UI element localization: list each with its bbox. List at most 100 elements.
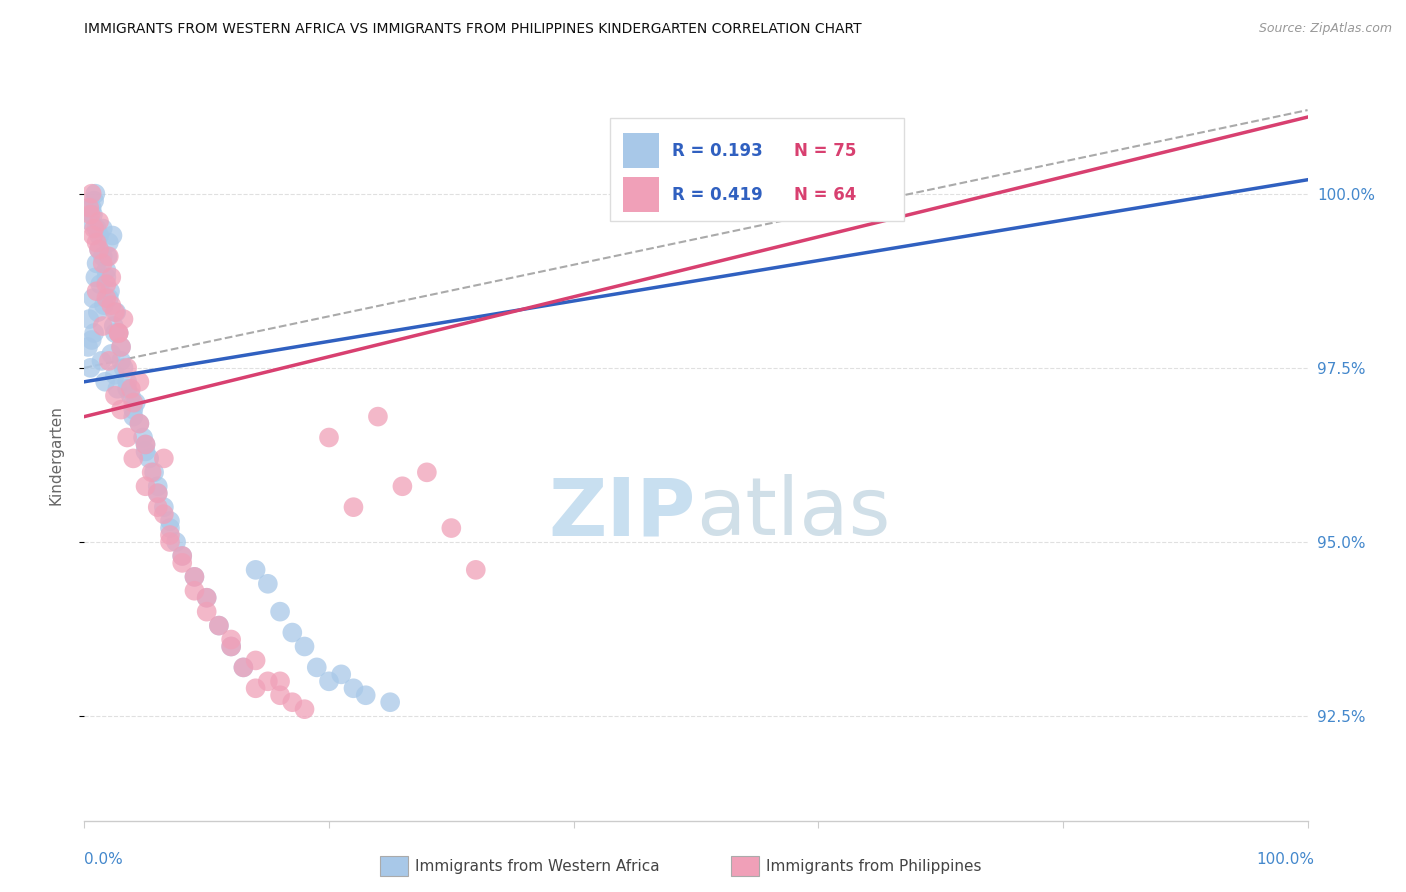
- Point: [183, 570, 205, 584]
- Point: [115, 375, 138, 389]
- Point: [245, 653, 267, 667]
- Point: [281, 695, 304, 709]
- Point: [183, 570, 205, 584]
- Point: [94, 375, 117, 389]
- Point: [100, 270, 122, 285]
- Point: [318, 430, 340, 444]
- Point: [135, 479, 157, 493]
- Point: [84, 186, 107, 201]
- Point: [232, 660, 254, 674]
- Point: [159, 514, 181, 528]
- Point: [294, 640, 316, 654]
- Point: [141, 466, 163, 480]
- Point: [107, 326, 129, 340]
- Point: [232, 660, 254, 674]
- Point: [112, 360, 135, 375]
- Point: [146, 486, 169, 500]
- Point: [104, 368, 127, 382]
- Point: [122, 395, 145, 409]
- Point: [105, 305, 128, 319]
- Text: ZIP: ZIP: [548, 475, 696, 552]
- Text: N = 64: N = 64: [794, 186, 856, 203]
- Point: [110, 402, 132, 417]
- Text: 100.0%: 100.0%: [1257, 852, 1315, 867]
- Point: [104, 389, 127, 403]
- Point: [96, 277, 118, 292]
- Point: [143, 466, 166, 480]
- Point: [269, 605, 291, 619]
- Point: [120, 389, 142, 403]
- Text: 0.0%: 0.0%: [84, 852, 124, 867]
- Point: [84, 270, 107, 285]
- Point: [219, 632, 242, 647]
- Point: [219, 640, 242, 654]
- Text: IMMIGRANTS FROM WESTERN AFRICA VS IMMIGRANTS FROM PHILIPPINES KINDERGARTEN CORRE: IMMIGRANTS FROM WESTERN AFRICA VS IMMIGR…: [84, 22, 862, 37]
- Point: [294, 702, 316, 716]
- Point: [135, 444, 157, 458]
- FancyBboxPatch shape: [623, 133, 659, 169]
- Point: [159, 528, 181, 542]
- Point: [104, 326, 127, 340]
- Point: [97, 291, 120, 305]
- Point: [107, 326, 129, 340]
- Point: [79, 360, 101, 375]
- Text: Immigrants from Western Africa: Immigrants from Western Africa: [415, 859, 659, 873]
- Point: [110, 340, 132, 354]
- Point: [132, 430, 155, 444]
- Point: [79, 214, 101, 228]
- Point: [104, 305, 127, 319]
- Point: [172, 556, 194, 570]
- Point: [82, 228, 104, 243]
- Point: [91, 221, 114, 235]
- Point: [257, 576, 280, 591]
- Point: [195, 591, 218, 605]
- Point: [245, 681, 267, 696]
- Point: [269, 688, 291, 702]
- Text: atlas: atlas: [696, 475, 890, 552]
- Point: [128, 417, 150, 431]
- Point: [122, 402, 145, 417]
- Point: [135, 437, 157, 451]
- Point: [110, 340, 132, 354]
- Point: [153, 507, 176, 521]
- Point: [354, 688, 377, 702]
- Point: [208, 618, 231, 632]
- Point: [464, 563, 486, 577]
- Point: [87, 243, 110, 257]
- Point: [159, 521, 181, 535]
- Point: [80, 333, 103, 347]
- Point: [146, 486, 169, 500]
- Point: [146, 479, 169, 493]
- Point: [342, 500, 364, 515]
- Point: [89, 277, 111, 292]
- Point: [77, 312, 100, 326]
- Point: [98, 284, 121, 298]
- Point: [77, 201, 100, 215]
- Point: [77, 340, 100, 354]
- Point: [86, 256, 108, 270]
- Point: [90, 354, 112, 368]
- Point: [101, 228, 124, 243]
- Point: [97, 235, 120, 250]
- Point: [380, 695, 402, 709]
- Point: [91, 256, 114, 270]
- Point: [330, 667, 353, 681]
- Point: [82, 291, 104, 305]
- Point: [245, 563, 267, 577]
- Point: [105, 382, 128, 396]
- Point: [172, 549, 194, 563]
- Point: [115, 430, 138, 444]
- Point: [97, 249, 120, 263]
- Point: [195, 605, 218, 619]
- Point: [83, 326, 105, 340]
- Point: [100, 347, 122, 361]
- Point: [165, 535, 187, 549]
- Point: [257, 674, 280, 689]
- FancyBboxPatch shape: [610, 119, 904, 221]
- Point: [269, 674, 291, 689]
- Point: [82, 208, 104, 222]
- Point: [159, 535, 181, 549]
- Point: [80, 201, 103, 215]
- Point: [87, 243, 110, 257]
- Point: [342, 681, 364, 696]
